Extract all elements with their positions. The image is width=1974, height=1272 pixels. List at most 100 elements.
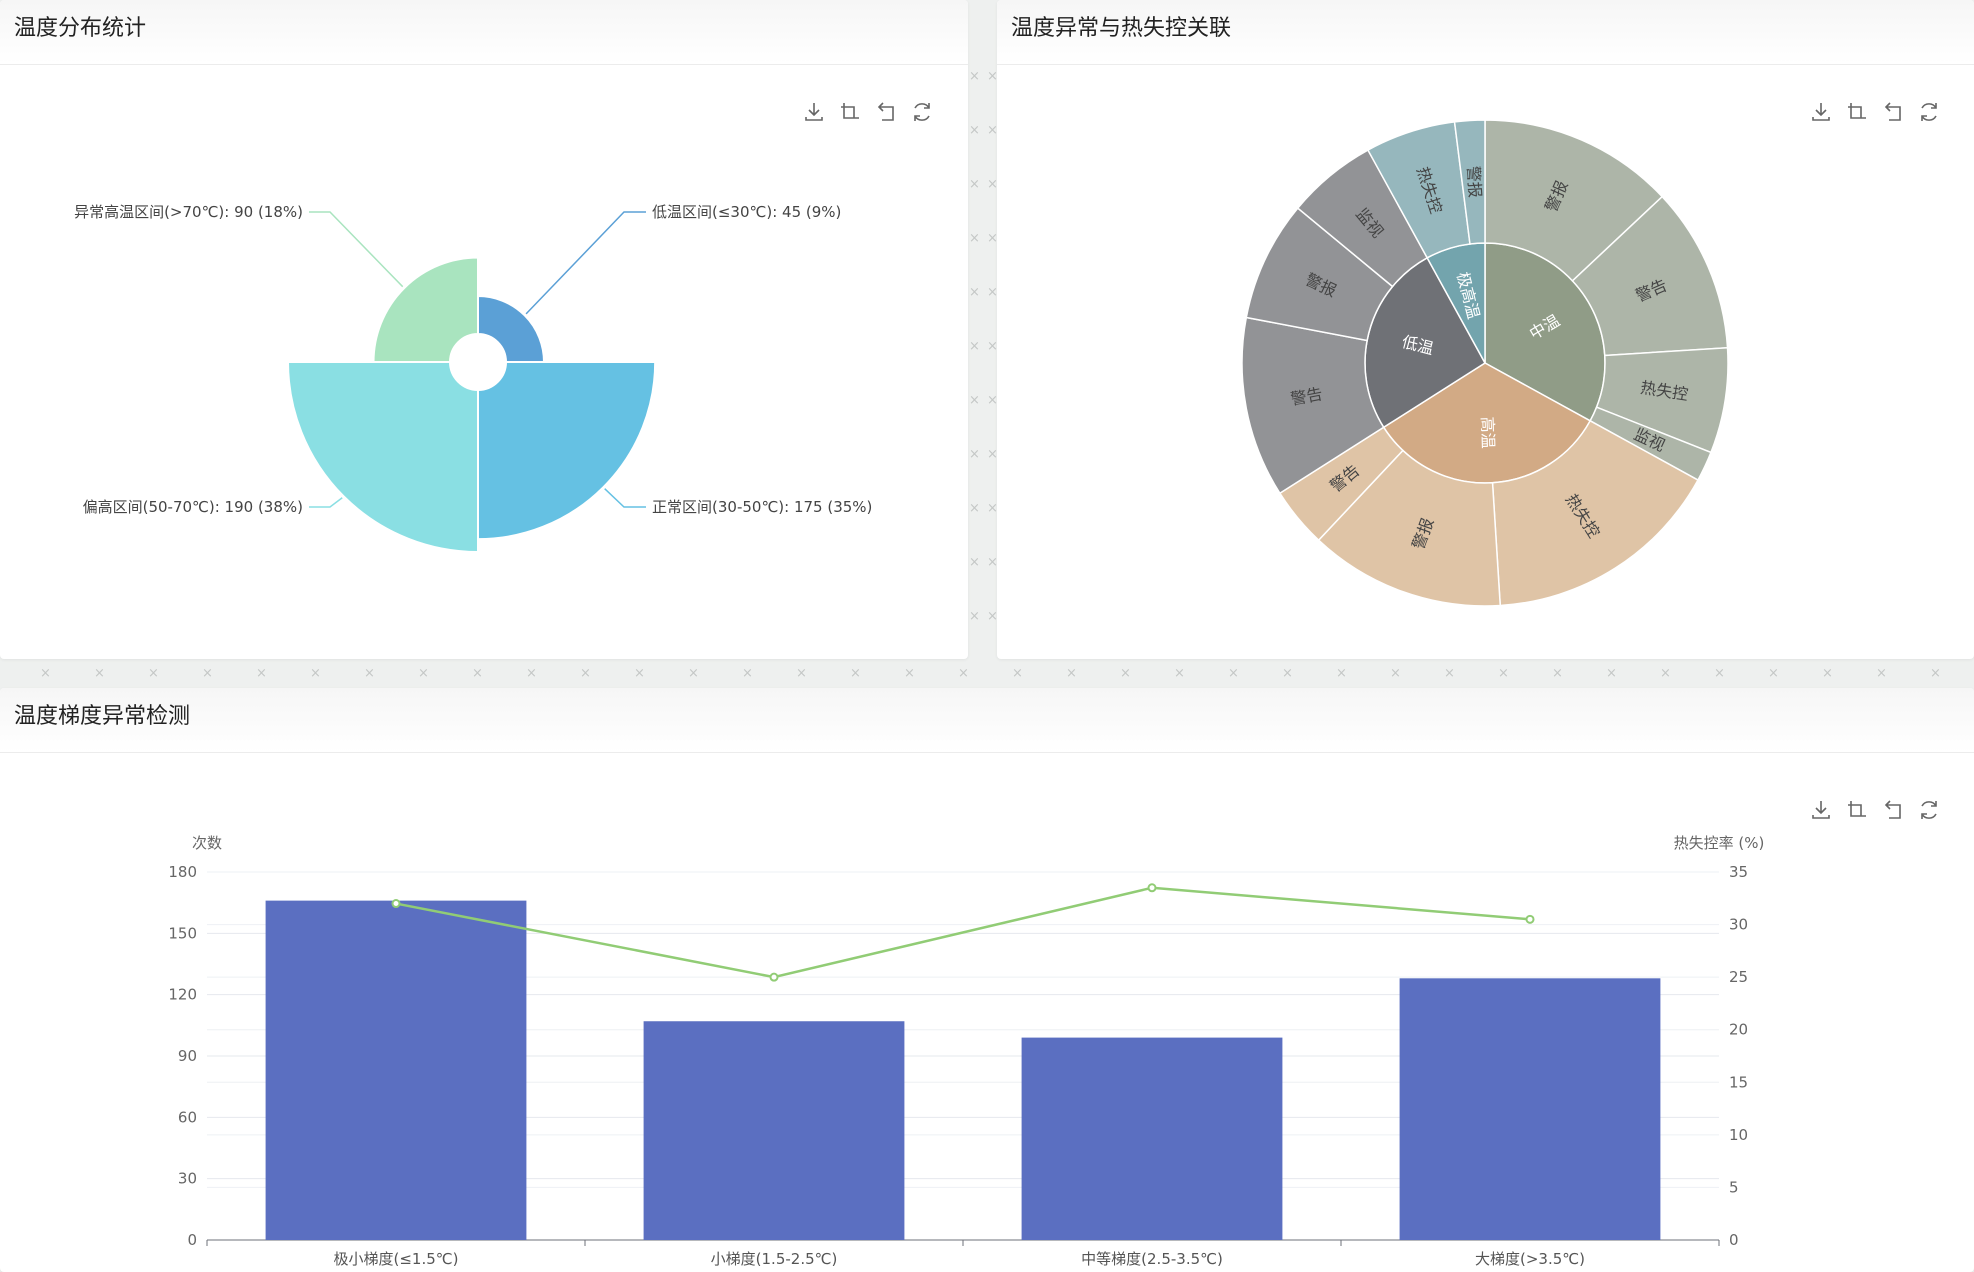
pattern-mark: × — [1282, 666, 1293, 681]
pattern-mark: × — [987, 285, 998, 300]
y-right-tick-label: 15 — [1729, 1073, 1748, 1091]
chart-toolbox — [1809, 798, 1941, 822]
sunburst-outer-segment — [1484, 119, 1664, 282]
pattern-mark: × — [987, 339, 998, 354]
y-left-axis-label: 次数 — [192, 834, 222, 852]
slice-label: 偏高区间(50-70℃): 190 (38%) — [83, 498, 303, 516]
slice-label: 正常区间(30-50℃): 175 (35%) — [652, 498, 872, 516]
pattern-mark: × — [969, 231, 980, 246]
anomaly-runaway-panel: 温度异常与热失控关联 中温 警报 警告 热失控 监视 高温 热失控 警报 警告 低温 警告 警报 监视极… — [997, 0, 1974, 659]
rose-slice — [477, 361, 657, 541]
pattern-mark: × — [1822, 666, 1833, 681]
pattern-mark: × — [958, 666, 969, 681]
pattern-mark: × — [526, 666, 537, 681]
line-point — [769, 972, 779, 982]
x-tick-label: 中等梯度(2.5-3.5℃) — [1081, 1250, 1223, 1268]
refresh-icon[interactable] — [1917, 798, 1941, 822]
pattern-mark: × — [634, 666, 645, 681]
pattern-mark: × — [904, 666, 915, 681]
y-right-tick-label: 0 — [1729, 1231, 1739, 1249]
chart-toolbox — [802, 100, 934, 124]
data-zoom-icon[interactable] — [1845, 798, 1869, 822]
pattern-mark: × — [969, 69, 980, 84]
bar — [1399, 978, 1661, 1240]
label-line — [604, 488, 646, 508]
download-icon[interactable] — [802, 100, 826, 124]
sunburst-outer-segment — [1491, 419, 1699, 607]
y-left-tick-label: 150 — [168, 924, 197, 942]
sunburst-outer-segment — [1241, 316, 1385, 495]
sunburst-label: 警报 — [1464, 165, 1485, 198]
x-tick-label: 极小梯度(≤1.5℃) — [334, 1250, 459, 1268]
y-left-tick-label: 60 — [178, 1108, 197, 1126]
pattern-mark: × — [1066, 666, 1077, 681]
refresh-icon[interactable] — [1917, 100, 1941, 124]
y-right-tick-label: 10 — [1729, 1126, 1748, 1144]
data-zoom-icon[interactable] — [838, 100, 862, 124]
pattern-mark: × — [40, 666, 51, 681]
y-right-tick-label: 30 — [1729, 916, 1748, 934]
download-icon[interactable] — [1809, 100, 1833, 124]
panel-title: 温度异常与热失控关联 — [1011, 16, 1232, 41]
bar-line-chart: 0 30 60 90 120 150 180 0 5 10 15 20 25 30 35 次数 热失控率 (%)… — [168, 834, 1765, 1268]
y-left-tick-label: 120 — [168, 986, 197, 1004]
rose-slice — [372, 256, 479, 363]
pattern-mark: × — [418, 666, 429, 681]
runaway-rate-line — [395, 886, 1531, 979]
bar — [643, 1021, 905, 1240]
panel-title: 温度梯度异常检测 — [14, 704, 191, 729]
pattern-mark: × — [987, 177, 998, 192]
temperature-distribution-panel: 温度分布统计 低温区间(≤30℃): 45 (9%) 正常区间(30-50℃): … — [0, 0, 968, 659]
pattern-mark: × — [987, 231, 998, 246]
sunburst-outer-segment — [1317, 449, 1502, 607]
line-point — [1525, 914, 1535, 924]
pattern-mark: × — [987, 69, 998, 84]
pattern-mark: × — [969, 285, 980, 300]
pattern-mark: × — [1768, 666, 1779, 681]
pattern-mark: × — [987, 393, 998, 408]
y-left-tick-label: 90 — [178, 1047, 197, 1065]
rose-slice — [477, 294, 546, 363]
download-icon[interactable] — [1809, 798, 1833, 822]
zoom-reset-icon[interactable] — [1881, 798, 1905, 822]
pattern-mark: × — [256, 666, 267, 681]
bar — [1021, 1037, 1283, 1240]
gradient-anomaly-panel: 温度梯度异常检测 0 30 60 90 120 150 180 0 5 10 15 20 25 30 35 次… — [0, 688, 1974, 1272]
slice-label: 异常高温区间(>70℃): 90 (18%) — [74, 203, 303, 221]
pattern-mark: × — [580, 666, 591, 681]
zoom-reset-icon[interactable] — [874, 100, 898, 124]
pattern-mark: × — [1336, 666, 1347, 681]
pattern-mark: × — [796, 666, 807, 681]
panel-header: 温度分布统计 — [0, 0, 968, 65]
pattern-mark: × — [1714, 666, 1725, 681]
refresh-icon[interactable] — [910, 100, 934, 124]
panel-header: 温度梯度异常检测 — [0, 688, 1974, 753]
pattern-mark: × — [969, 177, 980, 192]
zoom-reset-icon[interactable] — [1881, 100, 1905, 124]
y-right-tick-label: 25 — [1729, 968, 1748, 986]
pattern-mark: × — [969, 123, 980, 138]
sunburst-label: 高温 — [1478, 416, 1498, 449]
x-tick-label: 大梯度(>3.5℃) — [1475, 1250, 1585, 1268]
y-right-axis-label: 热失控率 (%) — [1674, 834, 1765, 852]
bar — [265, 900, 527, 1240]
label-line — [309, 211, 404, 288]
slice-label: 低温区间(≤30℃): 45 (9%) — [652, 203, 841, 221]
pattern-mark: × — [1498, 666, 1509, 681]
pattern-mark: × — [969, 339, 980, 354]
pattern-mark: × — [1606, 666, 1617, 681]
pattern-mark: × — [850, 666, 861, 681]
data-zoom-icon[interactable] — [1845, 100, 1869, 124]
panel-header: 温度异常与热失控关联 — [997, 0, 1974, 65]
pattern-mark: × — [1930, 666, 1941, 681]
pattern-mark: × — [969, 447, 980, 462]
rose-slice — [286, 361, 479, 554]
pattern-mark: × — [1390, 666, 1401, 681]
pattern-mark: × — [364, 666, 375, 681]
pattern-mark: × — [1228, 666, 1239, 681]
pattern-mark: × — [969, 393, 980, 408]
pattern-mark: × — [1660, 666, 1671, 681]
pattern-mark: × — [1174, 666, 1185, 681]
y-left-tick-label: 30 — [178, 1170, 197, 1188]
